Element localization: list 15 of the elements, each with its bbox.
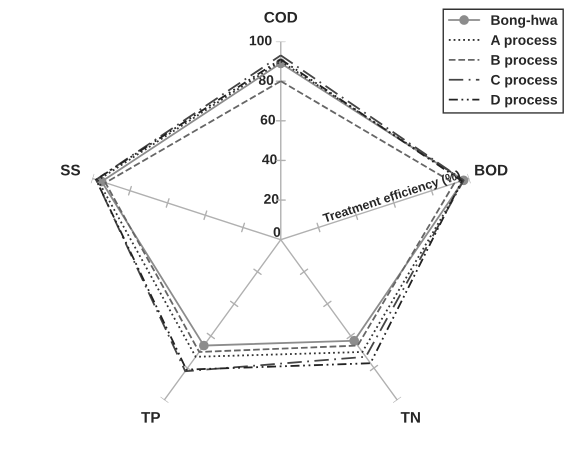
legend-label: Bong-hwa: [491, 14, 558, 28]
spoke-label: BOD: [475, 164, 508, 176]
legend-label: B process: [491, 55, 558, 68]
legend-label: A process: [490, 35, 557, 48]
legend-label: C process: [491, 74, 558, 88]
y-tick-label: 60: [260, 114, 276, 125]
spoke-label: TN: [400, 412, 420, 423]
spoke-label: SS: [60, 164, 80, 176]
y-tick-label: 0: [274, 227, 280, 237]
spoke-label: TP: [141, 412, 160, 423]
y-tick-label: 100: [250, 36, 272, 46]
y-tick-label: 40: [262, 154, 277, 164]
spoke-label: COD: [264, 12, 298, 23]
y-tick-label: 20: [264, 194, 278, 204]
legend-label: D process: [491, 94, 558, 108]
